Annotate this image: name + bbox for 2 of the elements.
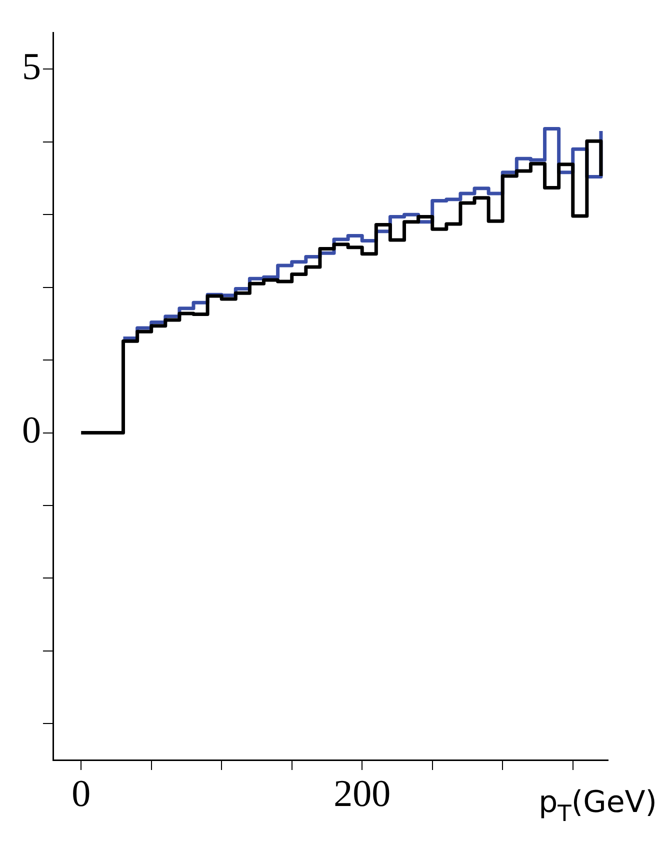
- y-tick-label: 5: [22, 46, 41, 88]
- x-tick-label: 200: [334, 772, 391, 815]
